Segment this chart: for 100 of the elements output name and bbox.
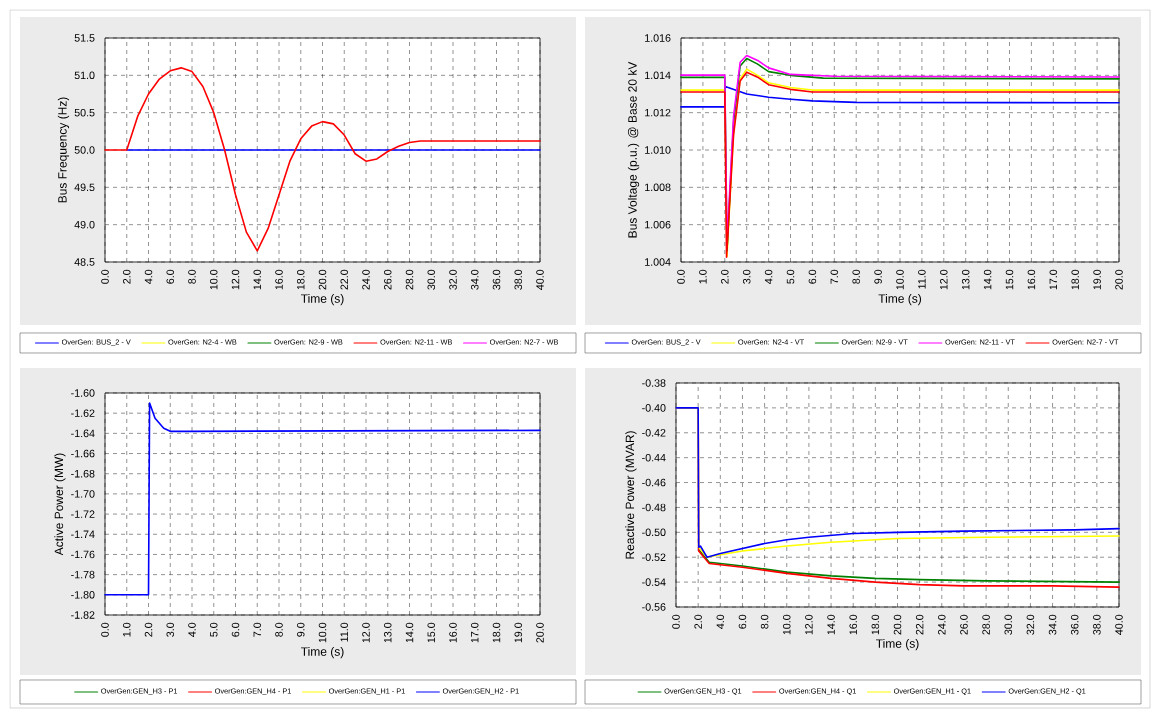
- x-tick-label: 20.0: [318, 269, 327, 290]
- x-tick-label: 1.0: [699, 269, 707, 284]
- y-tick-label: 51.5: [74, 34, 95, 42]
- x-tick-label: 10.0: [209, 269, 218, 290]
- y-tick-label: -0.38: [642, 379, 666, 387]
- x-tick-label: 4.0: [716, 614, 725, 629]
- x-tick-label: 20.0: [1115, 269, 1123, 290]
- x-tick-label: 19.0: [514, 622, 523, 643]
- x-tick-label: 4.0: [764, 269, 773, 284]
- x-tick-label: 32.0: [1026, 614, 1035, 635]
- y-tick-label: -1.68: [71, 469, 95, 478]
- x-tick-label: 19.0: [1093, 269, 1101, 290]
- y-tick-label: -1.72: [71, 510, 95, 518]
- y-tick-label: -0.42: [642, 429, 666, 437]
- x-tick-label: 12.0: [362, 622, 370, 643]
- y-tick-label: 50.5: [74, 108, 95, 117]
- y-tick-label: -1.82: [71, 611, 95, 619]
- x-tick-label: 14.0: [983, 269, 992, 290]
- x-tick-label: 40.0: [536, 269, 544, 290]
- x-axis-title: Time (s): [301, 646, 344, 659]
- x-tick-label: 8.0: [275, 622, 283, 637]
- y-tick-label: -1.60: [71, 389, 95, 397]
- x-tick-label: 1.0: [122, 622, 131, 637]
- x-tick-label: 0.0: [672, 614, 680, 629]
- y-tick-label: 49.5: [74, 183, 95, 192]
- x-tick-label: 12.0: [940, 269, 948, 290]
- x-tick-label: 15.0: [427, 622, 436, 643]
- y-tick-label: -0.48: [642, 503, 666, 512]
- x-tick-label: 30.0: [427, 269, 436, 290]
- x-tick-label: 2.0: [721, 269, 729, 284]
- x-tick-label: 40.0: [1115, 614, 1123, 635]
- y-tick-label: -0.52: [642, 553, 666, 561]
- x-tick-label: 0.0: [101, 269, 109, 284]
- x-tick-label: 11.0: [340, 622, 349, 642]
- x-tick-label: 10.0: [782, 614, 791, 635]
- x-tick-label: 12.0: [805, 614, 813, 635]
- y-tick-label: -1.70: [71, 490, 95, 498]
- y-tick-label: -1.80: [71, 591, 95, 599]
- x-tick-label: 3.0: [166, 622, 175, 637]
- line-series: [104, 402, 541, 596]
- y-tick-label: 1.010: [645, 146, 671, 154]
- x-tick-label: 28.0: [982, 614, 990, 635]
- y-tick-label: 51.0: [74, 71, 95, 80]
- x-tick-label: 8.0: [852, 269, 860, 284]
- x-tick-label: 8.0: [188, 269, 196, 284]
- x-tick-label: 28.0: [405, 269, 414, 290]
- x-tick-label: 22.0: [915, 614, 924, 635]
- x-tick-label: 6.0: [738, 614, 747, 629]
- x-tick-label: 30.0: [1004, 614, 1013, 635]
- y-tick-label: 1.014: [645, 71, 671, 80]
- x-tick-label: 14.0: [405, 622, 414, 643]
- x-tick-label: 2.0: [122, 269, 131, 284]
- x-tick-label: 10.0: [318, 622, 327, 643]
- x-tick-label: 10.0: [896, 269, 904, 290]
- y-axis-title: Reactive Power (MVAR): [625, 431, 637, 559]
- x-tick-label: 11.0: [918, 269, 926, 289]
- x-tick-label: 6.0: [231, 622, 240, 637]
- x-tick-label: 13.0: [961, 269, 970, 290]
- x-tick-label: 7.0: [253, 622, 262, 637]
- x-tick-label: 16.0: [1027, 269, 1036, 290]
- x-tick-label: 5.0: [209, 622, 218, 637]
- x-tick-label: 5.0: [786, 269, 795, 284]
- x-tick-label: 16.0: [449, 622, 457, 643]
- y-tick-label: -1.66: [71, 449, 95, 458]
- x-tick-label: 26.0: [383, 269, 392, 290]
- x-tick-label: 9.0: [874, 269, 882, 284]
- x-tick-label: 22.0: [340, 269, 349, 290]
- x-tick-label: 16.0: [275, 269, 283, 290]
- x-tick-label: 2.0: [694, 614, 702, 629]
- x-tick-label: 38.0: [514, 269, 523, 290]
- x-tick-label: 0.0: [101, 622, 109, 637]
- y-axis-title: Bus Voltage (p.u.) @ Base 20 kV: [627, 61, 640, 238]
- x-tick-label: 6.0: [808, 269, 817, 284]
- x-tick-label: 9.0: [296, 622, 305, 637]
- y-tick-label: 50.0: [74, 146, 95, 154]
- y-tick-label: -1.76: [71, 550, 95, 559]
- y-tick-label: -0.56: [642, 603, 666, 611]
- x-tick-label: 0.0: [677, 269, 685, 284]
- y-axis-title: Active Power (MW): [54, 453, 66, 556]
- y-tick-label: 1.008: [645, 183, 671, 192]
- y-tick-label: -0.50: [642, 528, 666, 537]
- line-series: [697, 548, 1120, 583]
- x-axis-title: Time (s): [876, 638, 919, 651]
- x-tick-label: 18.0: [492, 622, 501, 643]
- x-axis-title: Time (s): [878, 293, 922, 306]
- x-tick-label: 34.0: [470, 269, 479, 290]
- y-tick-label: -1.78: [71, 570, 95, 579]
- x-tick-label: 18.0: [1071, 269, 1079, 290]
- x-tick-label: 16.0: [849, 614, 857, 635]
- x-tick-label: 7.0: [830, 269, 839, 284]
- y-tick-label: -0.46: [642, 478, 666, 487]
- y-axis-title: Bus Frequency (Hz): [57, 97, 70, 203]
- x-tick-label: 20.0: [536, 622, 544, 643]
- x-tick-label: 3.0: [742, 269, 751, 284]
- x-tick-label: 36.0: [492, 269, 501, 290]
- y-tick-label: 1.016: [645, 34, 671, 42]
- x-tick-label: 4.0: [188, 622, 196, 637]
- x-tick-label: 24.0: [362, 269, 370, 290]
- y-tick-label: -1.62: [71, 409, 95, 417]
- y-tick-label: 1.004: [645, 258, 671, 266]
